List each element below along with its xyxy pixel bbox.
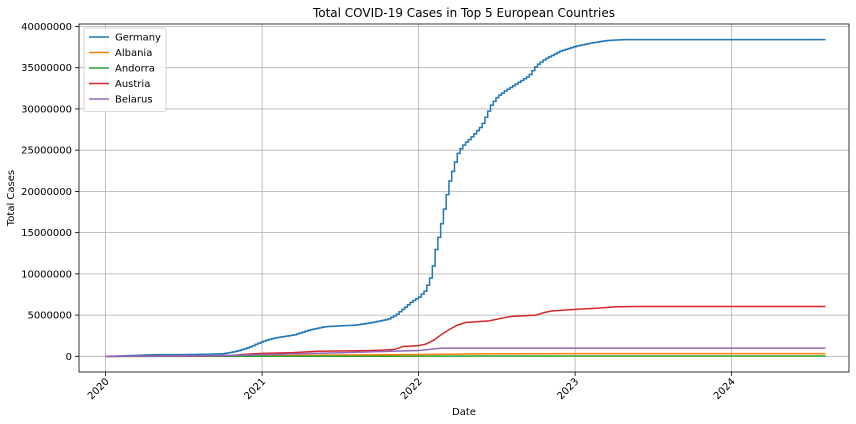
y-tick-label: 20000000 xyxy=(21,187,72,198)
chart-title: Total COVID-19 Cases in Top 5 European C… xyxy=(312,6,615,20)
y-tick-label: 10000000 xyxy=(21,269,72,280)
legend-entry: Belarus xyxy=(115,95,153,106)
legend-entry: Germany xyxy=(115,33,161,44)
legend-entry: Albania xyxy=(115,48,152,59)
x-axis-label: Date xyxy=(452,407,476,418)
series-line-germany xyxy=(105,38,826,358)
y-tick-label: 35000000 xyxy=(21,63,72,74)
legend-entry: Andorra xyxy=(115,64,155,75)
legend-entry: Austria xyxy=(115,79,150,90)
y-axis-label: Total Cases xyxy=(6,170,17,227)
y-tick-label: 0 xyxy=(66,352,72,363)
y-tick-label: 25000000 xyxy=(21,146,72,157)
series-layer xyxy=(105,38,826,358)
legend: Germany Albania Andorra Austria Belarus xyxy=(83,27,167,112)
gridlines xyxy=(79,24,849,372)
y-axis: 0 5000000 10000000 15000000 20000000 25000000… xyxy=(21,22,79,363)
y-tick-label: 15000000 xyxy=(21,228,72,239)
y-tick-label: 5000000 xyxy=(27,311,72,322)
y-tick-label: 40000000 xyxy=(21,22,72,33)
y-tick-label: 30000000 xyxy=(21,104,72,115)
plot-frame xyxy=(78,23,850,373)
series-line-belarus xyxy=(105,347,826,358)
series-line-austria xyxy=(105,305,826,358)
legend-box xyxy=(83,27,167,112)
